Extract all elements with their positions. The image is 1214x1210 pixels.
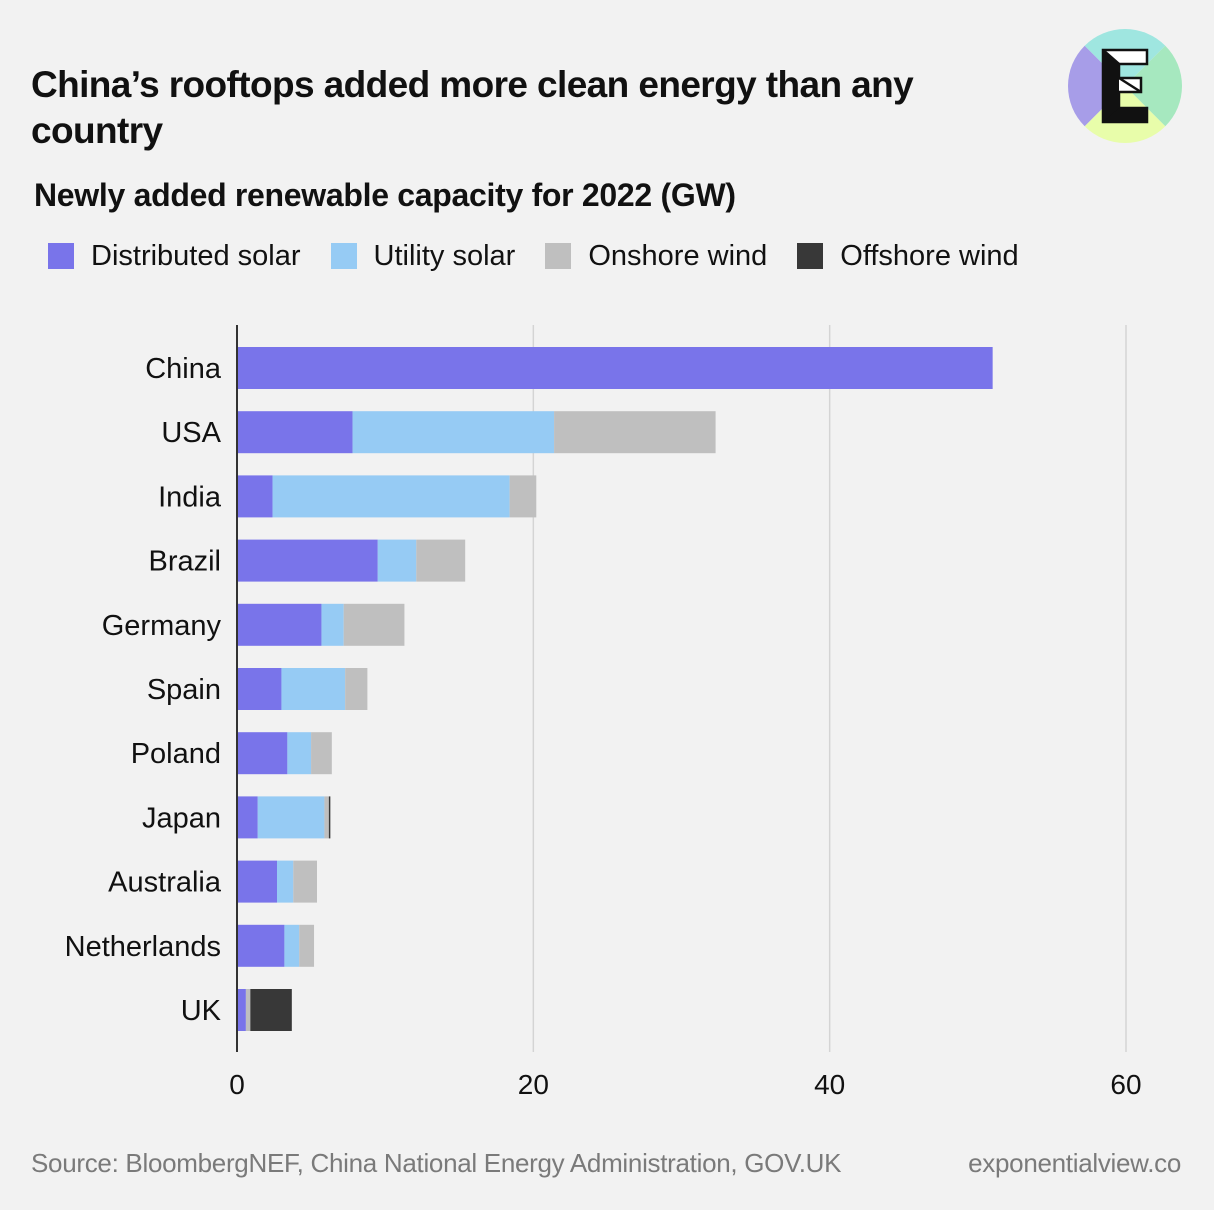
bar-segment — [343, 603, 405, 646]
bar-segment — [284, 924, 300, 967]
bars — [237, 347, 993, 1031]
chart-subtitle: Newly added renewable capacity for 2022 … — [34, 177, 736, 213]
legend-label: Utility solar — [373, 239, 516, 272]
category-label: Spain — [147, 674, 221, 706]
legend-swatch — [545, 243, 572, 269]
category-label: USA — [161, 417, 221, 449]
category-labels: China USA India Brazil Germany Spain Poland Jap… — [65, 353, 222, 1027]
x-tick-label: 60 — [1110, 1069, 1141, 1100]
bar-chart: China USA India Brazil Germany Spain Poland Jap… — [65, 325, 1142, 1100]
bar-segment — [257, 796, 325, 839]
legend-item-distributed-solar: Distributed solar — [48, 240, 301, 273]
legend-swatch — [797, 243, 824, 269]
legend-label: Distributed solar — [91, 239, 301, 272]
bar-segment — [237, 860, 278, 903]
bar-segment — [311, 732, 332, 775]
logo-quadrant-right — [1125, 29, 1182, 143]
bar-segment — [345, 668, 368, 710]
bar-segment — [237, 989, 246, 1031]
bar-segment — [237, 668, 282, 710]
bar-segment — [237, 796, 258, 839]
bar-segment — [237, 539, 378, 582]
bar-segment — [277, 860, 294, 903]
bar-segment — [324, 796, 329, 839]
x-tick-label: 40 — [814, 1069, 845, 1100]
legend-label: Offshore wind — [840, 239, 1019, 272]
bar-segment — [416, 539, 466, 582]
bar-segment — [237, 411, 353, 454]
bar-segment — [328, 796, 331, 839]
bar-segment — [377, 539, 417, 582]
bar-segment — [272, 475, 510, 518]
bar-segment — [237, 732, 288, 775]
chart-title: China’s rooftops added more clean energy… — [31, 64, 914, 151]
bar-segment — [287, 732, 312, 775]
chart-legend: Distributed solar Utility solar Onshore … — [48, 238, 1049, 274]
legend-item-onshore-wind: Onshore wind — [545, 240, 767, 273]
source-note: Source: BloombergNEF, China National Ene… — [31, 1148, 842, 1178]
category-label: India — [158, 481, 222, 513]
legend-swatch — [48, 243, 74, 269]
category-label: Poland — [131, 738, 221, 770]
bar-segment — [237, 475, 273, 518]
site-url: exponentialview.co — [968, 1148, 1181, 1178]
legend-label: Onshore wind — [588, 239, 768, 272]
exponential-view-logo-icon — [1068, 29, 1182, 143]
bar-segment — [237, 347, 993, 389]
category-label: UK — [181, 995, 222, 1027]
bar-segment — [299, 924, 315, 967]
x-tick-label: 0 — [229, 1069, 245, 1100]
bar-segment — [293, 860, 318, 903]
legend-item-offshore-wind: Offshore wind — [797, 239, 1019, 273]
category-label: Australia — [108, 867, 222, 899]
bar-segment — [237, 924, 285, 967]
legend-swatch — [330, 243, 357, 269]
bar-segment — [554, 411, 716, 454]
bar-segment — [250, 989, 292, 1031]
x-tick-labels: 0 20 40 60 — [229, 1069, 1141, 1100]
bar-segment — [352, 411, 555, 454]
category-label: Netherlands — [65, 931, 221, 963]
bar-segment — [245, 989, 251, 1031]
bar-segment — [281, 668, 346, 710]
bar-segment — [509, 475, 537, 518]
x-tick-label: 20 — [518, 1069, 549, 1100]
category-label: Germany — [102, 610, 222, 642]
category-label: Brazil — [148, 546, 221, 578]
bar-segment — [237, 603, 322, 646]
bar-segment — [321, 603, 344, 646]
legend-item-utility-solar: Utility solar — [330, 239, 516, 273]
logo-quadrant-left — [1068, 29, 1125, 143]
category-label: China — [145, 353, 222, 385]
category-label: Japan — [142, 802, 221, 834]
